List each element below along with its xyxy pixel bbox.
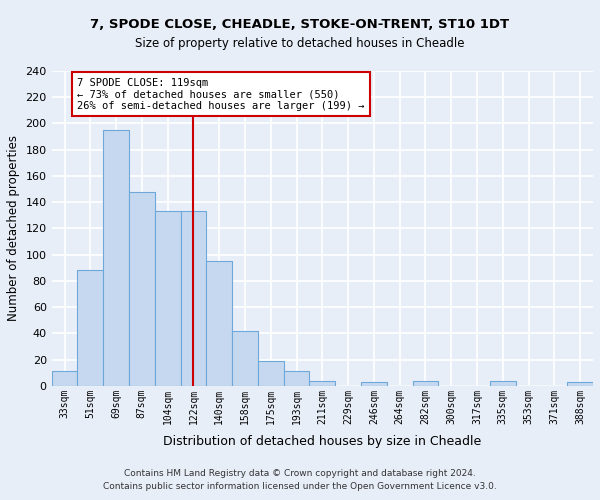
Bar	[155, 212, 181, 386]
X-axis label: Distribution of detached houses by size in Cheadle: Distribution of detached houses by size …	[163, 435, 481, 448]
Bar	[310, 380, 335, 386]
Y-axis label: Number of detached properties: Number of detached properties	[7, 136, 20, 322]
Bar	[232, 331, 258, 386]
Bar	[413, 380, 439, 386]
Bar	[258, 361, 284, 386]
Bar	[103, 130, 129, 386]
Text: Contains public sector information licensed under the Open Government Licence v3: Contains public sector information licen…	[103, 482, 497, 491]
Text: Size of property relative to detached houses in Cheadle: Size of property relative to detached ho…	[135, 38, 465, 51]
Bar	[490, 380, 516, 386]
Bar	[206, 261, 232, 386]
Text: Contains HM Land Registry data © Crown copyright and database right 2024.: Contains HM Land Registry data © Crown c…	[124, 468, 476, 477]
Bar	[129, 192, 155, 386]
Bar	[567, 382, 593, 386]
Text: 7, SPODE CLOSE, CHEADLE, STOKE-ON-TRENT, ST10 1DT: 7, SPODE CLOSE, CHEADLE, STOKE-ON-TRENT,…	[91, 18, 509, 30]
Text: 7 SPODE CLOSE: 119sqm
← 73% of detached houses are smaller (550)
26% of semi-det: 7 SPODE CLOSE: 119sqm ← 73% of detached …	[77, 78, 365, 110]
Bar	[77, 270, 103, 386]
Bar	[181, 212, 206, 386]
Bar	[361, 382, 387, 386]
Bar	[52, 372, 77, 386]
Bar	[284, 372, 310, 386]
